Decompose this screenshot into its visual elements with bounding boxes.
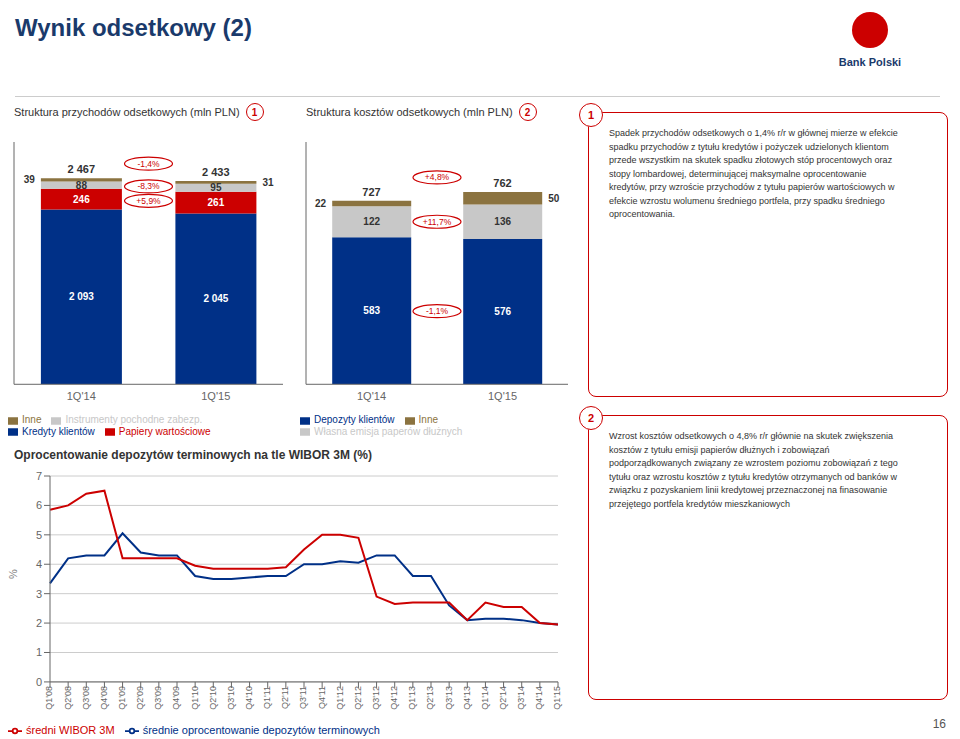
- svg-text:583: 583: [363, 305, 380, 316]
- svg-text:727: 727: [362, 186, 380, 198]
- svg-text:95: 95: [210, 182, 222, 193]
- svg-text:Q3'14: Q3'14: [516, 686, 526, 710]
- svg-text:Q1'08: Q1'08: [44, 686, 54, 710]
- svg-text:2 045: 2 045: [203, 293, 228, 304]
- html-text:Struktura kosztów odsetkowych: Struktura kosztów odsetkowych (mln PLN): [306, 106, 513, 118]
- svg-text:Q2'14: Q2'14: [498, 686, 508, 710]
- svg-text:-1,4%: -1,4%: [137, 159, 160, 169]
- svg-text:-1,1%: -1,1%: [426, 306, 449, 316]
- svg-text:-8,3%: -8,3%: [137, 181, 160, 191]
- html-text:Wzrost kosztów odsetkowych o 4: Wzrost kosztów odsetkowych o 4,8% r/r gł…: [609, 431, 898, 509]
- html-text:Kredyty klientów: Kredyty klientów: [22, 425, 95, 437]
- svg-text:0: 0: [36, 676, 42, 688]
- svg-text:+5,9%: +5,9%: [136, 196, 161, 206]
- svg-text:122: 122: [363, 216, 380, 227]
- svg-text:7: 7: [36, 470, 42, 482]
- svg-text:Q2'09: Q2'09: [135, 686, 145, 710]
- svg-text:1Q'14: 1Q'14: [67, 390, 96, 402]
- svg-text:Q4'14: Q4'14: [534, 686, 544, 710]
- svg-text:Q4'08: Q4'08: [99, 686, 109, 710]
- svg-text:1Q'15: 1Q'15: [201, 390, 230, 402]
- html-text:Spadek przychodów odsetkowych: Spadek przychodów odsetkowych o 1,4% r/r…: [609, 128, 898, 219]
- svg-text:Q2'13: Q2'13: [425, 686, 435, 710]
- html-text:Inne: Inne: [22, 414, 42, 426]
- html-text:Własna emisja paperów dłużnych: Własna emisja paperów dłużnych: [314, 425, 463, 437]
- svg-text:%: %: [8, 569, 19, 579]
- svg-text:1Q'15: 1Q'15: [488, 390, 517, 402]
- svg-text:136: 136: [494, 216, 511, 227]
- svg-text:576: 576: [494, 306, 511, 317]
- html-text:Wynik odsetkowy (2): Wynik odsetkowy (2): [15, 14, 252, 41]
- svg-text:+11,7%: +11,7%: [423, 217, 452, 227]
- html-text:Depozyty klientów: Depozyty klientów: [314, 414, 395, 426]
- svg-text:Q1'10: Q1'10: [190, 686, 200, 710]
- svg-text:Q4'13: Q4'13: [462, 686, 472, 710]
- html-text:1: 1: [251, 106, 258, 118]
- svg-text:Q1'13: Q1'13: [407, 686, 417, 710]
- html-text:Instrumenty pochodne zabezp.: Instrumenty pochodne zabezp.: [65, 414, 203, 426]
- svg-text:Q4'09: Q4'09: [171, 686, 181, 710]
- svg-text:1Q'14: 1Q'14: [357, 390, 386, 402]
- svg-text:Q3'10: Q3'10: [226, 686, 236, 710]
- svg-text:1: 1: [36, 646, 42, 658]
- svg-text:2: 2: [36, 617, 42, 629]
- svg-text:762: 762: [493, 177, 511, 189]
- svg-text:3: 3: [36, 588, 42, 600]
- svg-text:Q4'10: Q4'10: [244, 686, 254, 710]
- svg-text:31: 31: [262, 177, 274, 188]
- html-text:Bank Polski: Bank Polski: [838, 56, 902, 68]
- svg-text:88: 88: [76, 180, 88, 191]
- svg-text:6: 6: [36, 499, 42, 511]
- svg-text:Q2'10: Q2'10: [208, 686, 218, 710]
- html-text:2: 2: [524, 106, 531, 118]
- svg-text:+4,8%: +4,8%: [425, 172, 450, 182]
- svg-text:Q3'12: Q3'12: [371, 686, 381, 710]
- svg-text:246: 246: [73, 194, 90, 205]
- svg-text:Q2'12: Q2'12: [353, 686, 363, 710]
- svg-text:2 433: 2 433: [202, 166, 230, 178]
- svg-text:39: 39: [24, 174, 36, 185]
- html-text:Oprocentowanie depozytów termi: Oprocentowanie depozytów terminowych na …: [14, 448, 372, 462]
- svg-text:Q1'15: Q1'15: [552, 686, 562, 710]
- html-text:średni WIBOR 3M: średni WIBOR 3M: [26, 723, 115, 736]
- html-text:2: 2: [587, 412, 595, 424]
- svg-text:Q3'08: Q3'08: [81, 686, 91, 710]
- svg-text:Q4'11: Q4'11: [317, 686, 327, 709]
- svg-text:Q2'11: Q2'11: [280, 686, 290, 709]
- html-text:Papiery wartościowe: Papiery wartościowe: [118, 425, 211, 437]
- svg-text:261: 261: [208, 197, 225, 208]
- html-text:Struktura przychodów odsetkowy: Struktura przychodów odsetkowych (mln PL…: [14, 106, 240, 118]
- svg-text:2 467: 2 467: [67, 163, 95, 175]
- svg-text:Q1'09: Q1'09: [117, 686, 127, 710]
- svg-text:Q3'13: Q3'13: [444, 686, 454, 710]
- svg-text:Q2'08: Q2'08: [63, 686, 73, 710]
- html-text:16: 16: [932, 717, 946, 731]
- html-text:Inne: Inne: [418, 414, 439, 426]
- svg-text:Q4'12: Q4'12: [389, 686, 399, 710]
- svg-text:22: 22: [315, 198, 327, 209]
- svg-text:Q3'09: Q3'09: [153, 686, 163, 710]
- svg-text:Q1'12: Q1'12: [335, 686, 345, 710]
- svg-text:2 093: 2 093: [69, 291, 94, 302]
- svg-text:4: 4: [36, 558, 42, 570]
- svg-text:Q3'11: Q3'11: [298, 686, 308, 709]
- svg-text:Q1'14: Q1'14: [480, 686, 490, 710]
- svg-text:50: 50: [548, 193, 560, 204]
- html-text:1: 1: [587, 109, 595, 121]
- svg-text:5: 5: [36, 529, 42, 541]
- svg-text:Q1'11: Q1'11: [262, 686, 272, 709]
- html-text:średnie oprocentowanie depozyt: średnie oprocentowanie depozytów termino…: [142, 723, 380, 736]
